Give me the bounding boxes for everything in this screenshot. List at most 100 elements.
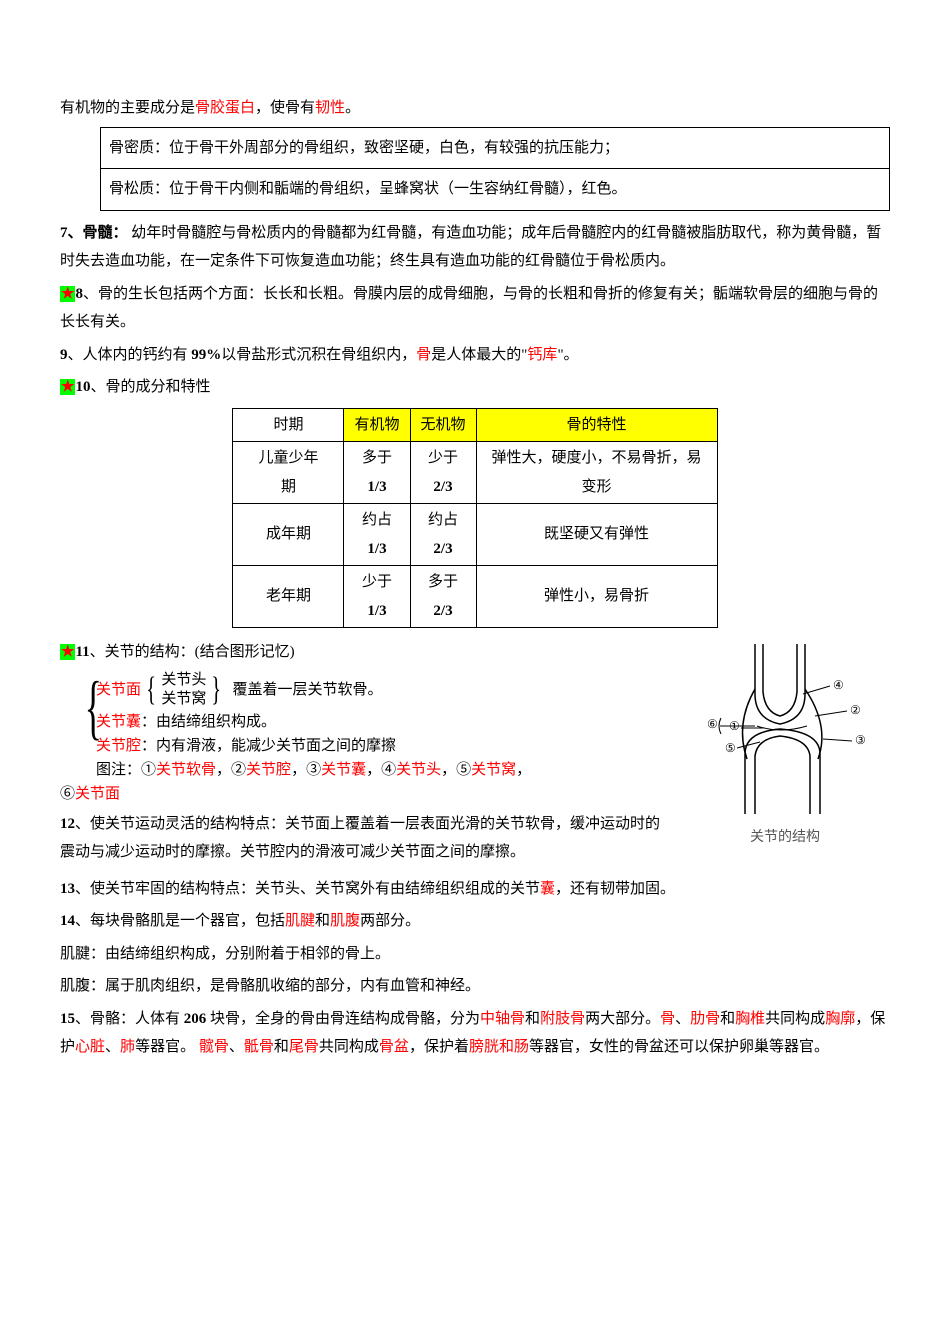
box-row: 骨松质：位于骨干内侧和骺端的骨组织，呈蜂窝状（一生容纳红骨髓），红色。 <box>101 169 890 211</box>
label: 7、骨髓： <box>60 225 128 241</box>
t: 、使关节牢固的结构特点：关节头、关节窝外有由结缔组织组成的关节 <box>75 881 540 897</box>
intro-line: 有机物的主要成分是骨胶蛋白，使骨有韧性。 <box>60 94 890 123</box>
p9: 9、人体内的钙约有 99%以骨盐形式沉积在骨组织内，骨是人体最大的"钙库"。 <box>60 341 890 370</box>
joint-diagram: ④ ② ③ ⑥ ① ⑤ 关节的结构 <box>680 644 890 851</box>
t: 。 <box>345 100 360 116</box>
t: ，⑤ <box>441 762 471 778</box>
pct: 99% <box>191 347 221 363</box>
label-2: ② <box>850 703 861 717</box>
label: 9 <box>60 347 68 363</box>
t: 有机物的主要成分是 <box>60 100 195 116</box>
t: 等器官。 <box>135 1039 199 1055</box>
t: ：由结缔组织构成。 <box>141 714 276 730</box>
t: 图注：① <box>96 762 156 778</box>
label-4: ④ <box>833 678 844 692</box>
label: 10 <box>75 379 90 395</box>
t: ， <box>516 762 531 778</box>
t: 韧性 <box>315 100 345 116</box>
capsule-label: 关节囊 <box>96 714 141 730</box>
t: 骨 <box>416 347 431 363</box>
t: 肌腱 <box>285 913 315 929</box>
t: ，④ <box>366 762 396 778</box>
t: 骶骨 <box>244 1039 274 1055</box>
n: 206 <box>184 1011 207 1027</box>
diagram-caption: 关节的结构 <box>680 825 890 852</box>
label-5: ⑤ <box>725 741 736 755</box>
t: 两部分。 <box>360 913 420 929</box>
brace-icon: { <box>85 671 102 743</box>
t: 、每块骨骼肌是一个器官，包括 <box>75 913 285 929</box>
t: 关节窝 <box>471 762 516 778</box>
joint-svg: ④ ② ③ ⑥ ① ⑤ <box>685 644 885 814</box>
t: ⑥ <box>60 786 75 802</box>
t: 关节囊 <box>321 762 366 778</box>
brace-icon: { <box>146 675 156 705</box>
t: 关节头 <box>396 762 441 778</box>
legend: 图注：①关节软骨，②关节腔，③关节囊，④关节头，⑤关节窝， <box>60 758 668 782</box>
t: ，③ <box>291 762 321 778</box>
t: 块骨，全身的骨由骨连结构成骨骼，分为 <box>206 1011 480 1027</box>
th: 骨的特性 <box>476 408 717 442</box>
t: 两大部分。 <box>585 1011 660 1027</box>
t: 中轴骨 <box>480 1011 525 1027</box>
t: 附肢骨 <box>540 1011 585 1027</box>
bone-composition-table: 时期 有机物 无机物 骨的特性 儿童少年期 多于1/3 少于2/3 弹性大，硬度… <box>232 408 717 629</box>
legend-6: ⑥关节面 <box>60 782 668 806</box>
t: ，保护着 <box>409 1039 469 1055</box>
t: 和 <box>720 1011 735 1027</box>
box-row: 骨密质：位于骨干外周部分的骨组织，致密坚硬，白色，有较强的抗压能力； <box>101 127 890 169</box>
t: 钙库 <box>527 347 557 363</box>
bone-quality-box: 骨密质：位于骨干外周部分的骨组织，致密坚硬，白色，有较强的抗压能力； 骨松质：位… <box>100 127 890 211</box>
t: 和 <box>525 1011 540 1027</box>
label: 13 <box>60 881 75 897</box>
p7: 7、骨髓： 幼年时骨髓腔与骨松质内的骨髓都为红骨髓，有造血功能；成年后骨髓腔内的… <box>60 219 890 276</box>
t: 和 <box>315 913 330 929</box>
t: 骨 <box>660 1011 675 1027</box>
joint-structure-tree: { 关节面 { 关节头 关节窝 } 覆盖着一层关节软骨。 关节囊：由结缔组织构成… <box>60 671 668 758</box>
t: 、 <box>229 1039 244 1055</box>
t: 胸椎 <box>735 1011 765 1027</box>
t: 胸廓 <box>825 1011 855 1027</box>
t: 以骨盐形式沉积在骨组织内， <box>221 347 416 363</box>
p12: 12、使关节运动灵活的结构特点：关节面上覆盖着一层表面光滑的关节软骨，缓冲运动时… <box>60 810 668 867</box>
t: 和 <box>274 1039 289 1055</box>
t: 骨盆 <box>379 1039 409 1055</box>
t: 尾骨 <box>289 1039 319 1055</box>
label: 15 <box>60 1011 75 1027</box>
t: 、人体内的钙约有 <box>68 347 192 363</box>
t: 关节面 <box>75 786 120 802</box>
th: 无机物 <box>410 408 476 442</box>
text: 、骨的生长包括两个方面：长长和长粗。骨膜内层的成骨细胞，与骨的长粗和骨折的修复有… <box>60 286 878 331</box>
text: 、关节的结构：(结合图形记忆) <box>90 644 295 660</box>
cavity-label: 关节腔 <box>96 738 141 754</box>
t: 关节腔 <box>246 762 291 778</box>
p14a: 肌腱：由结缔组织构成，分别附着于相邻的骨上。 <box>60 940 890 969</box>
socket: 关节窝 <box>161 691 206 707</box>
t: 是人体最大的" <box>431 347 527 363</box>
label-6: ⑥ <box>707 717 718 731</box>
star-icon: ★ <box>60 644 75 660</box>
p10: ★10、骨的成分和特性 <box>60 373 890 402</box>
t: 共同构成 <box>319 1039 379 1055</box>
t: 髋骨 <box>199 1039 229 1055</box>
p14: 14、每块骨骼肌是一个器官，包括肌腱和肌腹两部分。 <box>60 907 890 936</box>
t: ，使骨有 <box>255 100 315 116</box>
text: 幼年时骨髓腔与骨松质内的骨髓都为红骨髓，有造血功能；成年后骨髓腔内的红骨髓被脂肪… <box>60 225 881 270</box>
t: 囊 <box>540 881 555 897</box>
label: 11 <box>75 644 89 660</box>
cover: 覆盖着一层关节软骨。 <box>232 678 382 702</box>
head: 关节头 <box>161 672 206 688</box>
brace-icon: } <box>212 675 222 705</box>
t: 、 <box>675 1011 690 1027</box>
t: 等器官，女性的骨盆还可以保护卵巢等器官。 <box>529 1039 829 1055</box>
t: 关节软骨 <box>156 762 216 778</box>
p14b: 肌腹：属于肌肉组织，是骨骼肌收缩的部分，内有血管和神经。 <box>60 972 890 1001</box>
th: 时期 <box>233 408 344 442</box>
table-row: 成年期 约占1/3 约占2/3 既坚硬又有弹性 <box>233 504 717 566</box>
text: 、使关节运动灵活的结构特点：关节面上覆盖着一层表面光滑的关节软骨，缓冲运动时的震… <box>60 816 660 861</box>
t: 骨胶蛋白 <box>195 100 255 116</box>
t: 共同构成 <box>765 1011 825 1027</box>
label: 8 <box>75 286 83 302</box>
table-row: 儿童少年期 多于1/3 少于2/3 弹性大，硬度小，不易骨折，易变形 <box>233 442 717 504</box>
label: 12 <box>60 816 75 832</box>
